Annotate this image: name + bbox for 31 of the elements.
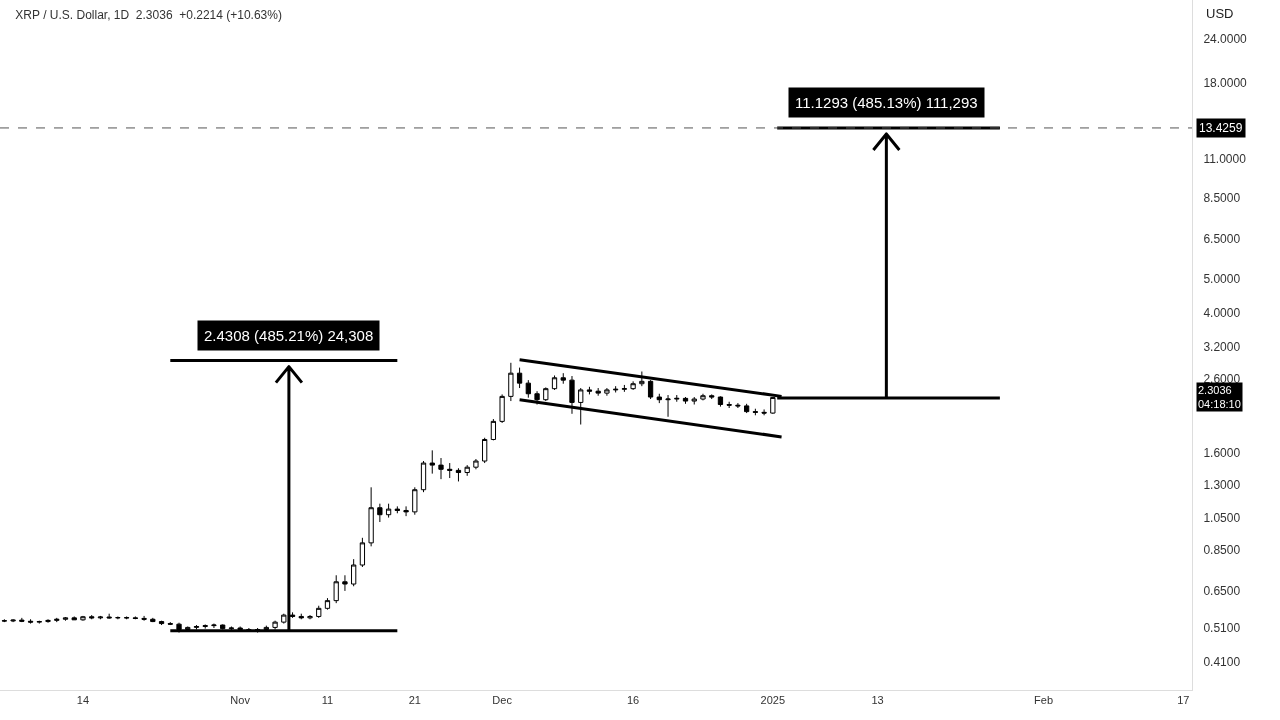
y-tick-label: 4.0000	[1203, 306, 1241, 321]
y-tick-label: 0.8500	[1203, 543, 1241, 558]
x-tick-label: 2025	[760, 694, 786, 707]
text: 2.3036 04:18:10	[1198, 384, 1241, 411]
y-tick-label: 11.0000	[1203, 151, 1247, 166]
x-tick-label: 11	[321, 694, 334, 707]
y-axis-title: USD	[1206, 6, 1234, 21]
x-tick-label: 16	[626, 694, 640, 707]
x-tick-label: 21	[408, 694, 421, 707]
y-tick-label: 5.0000	[1203, 272, 1241, 287]
ref-line-label: 13.4259	[1199, 121, 1243, 135]
text: XRP / U.S. Dollar, 1D 2.3036 +0.2214 (+10.63%)	[15, 8, 282, 23]
x-tick-label: Nov	[230, 694, 251, 707]
x-tick-label: 13	[871, 694, 884, 707]
x-tick-label: Feb	[1034, 694, 1054, 707]
y-tick-label: 8.5000	[1203, 191, 1241, 206]
annotation: 11.1293 (485.13%) 111,293	[795, 94, 978, 111]
y-tick-label: 1.3000	[1203, 478, 1241, 493]
x-tick-label: Dec	[492, 694, 513, 707]
y-tick-label: 1.0500	[1203, 510, 1241, 525]
y-tick-label: 6.5000	[1203, 232, 1241, 247]
annotation: 2.4308 (485.21%) 24,308	[204, 327, 374, 344]
y-tick-label: 0.4100	[1203, 654, 1241, 669]
x-tick-label: 14	[76, 694, 90, 707]
y-tick-label: 0.6500	[1203, 584, 1241, 599]
y-tick-label: 24.0000	[1203, 32, 1248, 47]
y-tick-label: 3.2000	[1203, 340, 1241, 355]
y-tick-label: 0.5100	[1203, 621, 1241, 636]
y-tick-label: 1.6000	[1203, 446, 1241, 461]
x-tick-label: 17	[1177, 694, 1190, 707]
y-tick-label: 18.0000	[1203, 76, 1248, 91]
